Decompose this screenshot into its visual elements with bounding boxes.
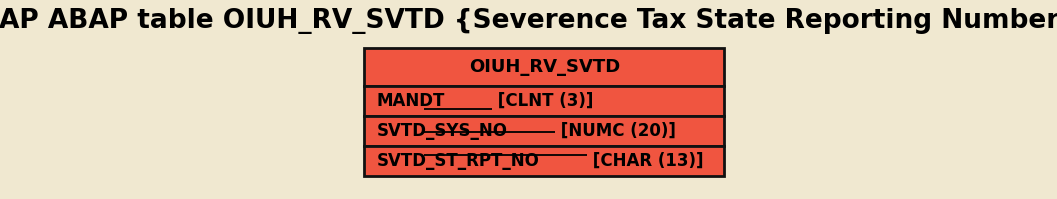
Bar	[365, 86, 724, 116]
Bar	[365, 146, 724, 176]
Bar	[365, 48, 724, 86]
Text: [CHAR (13)]: [CHAR (13)]	[587, 152, 703, 170]
Text: MANDT: MANDT	[376, 92, 445, 110]
Text: [NUMC (20)]: [NUMC (20)]	[555, 122, 675, 140]
Text: SVTD_SYS_NO: SVTD_SYS_NO	[376, 122, 507, 140]
Text: SVTD_ST_RPT_NO: SVTD_ST_RPT_NO	[376, 152, 539, 170]
Bar	[365, 116, 724, 146]
Text: [CLNT (3)]: [CLNT (3)]	[493, 92, 594, 110]
Text: OIUH_RV_SVTD: OIUH_RV_SVTD	[468, 58, 620, 76]
Text: SAP ABAP table OIUH_RV_SVTD {Severence Tax State Reporting Number}: SAP ABAP table OIUH_RV_SVTD {Severence T…	[0, 8, 1057, 34]
